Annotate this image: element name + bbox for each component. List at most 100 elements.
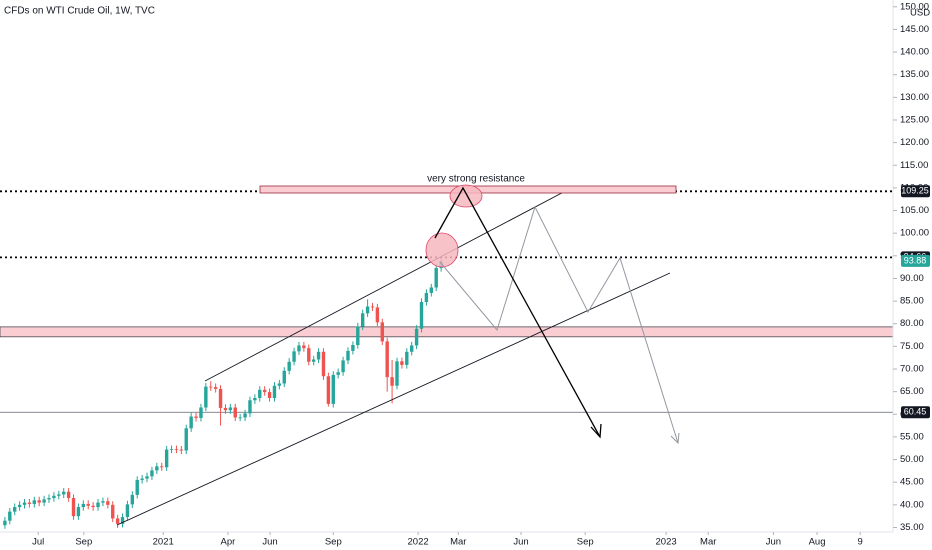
annotation: very strong resistance <box>427 174 525 185</box>
price-label-bg <box>901 185 930 198</box>
price-zone <box>0 326 894 338</box>
candle-body <box>135 479 139 495</box>
candle-body <box>228 407 233 411</box>
candle-body <box>86 503 90 506</box>
chart-title: CFDs on WTI Crude Oil, 1W, TVC <box>4 6 155 17</box>
candle-body <box>62 491 66 495</box>
candle-body <box>179 449 184 451</box>
price-label-bg <box>901 406 930 419</box>
candle-body <box>262 389 267 393</box>
candle-body <box>115 518 120 524</box>
candle-body <box>57 494 61 496</box>
y-tick-label: 105.00 <box>900 205 929 216</box>
y-tick-label: 50.00 <box>900 454 924 465</box>
y-tick-label: 135.00 <box>900 69 929 80</box>
candle-body <box>419 301 424 329</box>
candle-body <box>42 499 46 503</box>
candle-body <box>32 500 37 504</box>
y-tick-label: 65.00 <box>900 386 924 397</box>
y-tick-label: 70.00 <box>900 364 924 375</box>
candle-body <box>424 292 429 302</box>
x-tick-label: 2023 <box>656 537 677 548</box>
candle-body <box>282 370 286 384</box>
candle-body <box>101 501 105 503</box>
candle-body <box>22 502 27 505</box>
x-tick-label: 2022 <box>408 537 429 548</box>
candle-body <box>66 491 71 499</box>
candle-body <box>184 428 188 451</box>
y-tick-label: 45.00 <box>900 477 924 488</box>
candle-body <box>218 388 223 408</box>
x-tick-label: Jun <box>262 537 277 548</box>
last-price-label: 93.88 <box>904 255 927 265</box>
x-tick-label: 9 <box>858 537 863 548</box>
candle-body <box>326 376 331 404</box>
x-tick-label: 2021 <box>153 537 174 548</box>
y-tick-label: 125.00 <box>900 114 929 125</box>
candle-body <box>272 385 277 398</box>
x-tick-label: Jun <box>766 537 781 548</box>
drawings <box>116 184 680 526</box>
candle-body <box>346 350 350 361</box>
arrow-path <box>434 186 601 438</box>
candle-body <box>429 287 434 293</box>
candle-body <box>434 268 438 288</box>
candle-body <box>96 502 100 508</box>
arrow-head <box>670 432 680 445</box>
y-tick-label: 90.00 <box>900 273 924 284</box>
candle-body <box>233 407 237 418</box>
candle-body <box>91 505 95 508</box>
x-tick-label: Aug <box>809 537 826 548</box>
x-tick-label: Sep <box>577 537 594 548</box>
candle-body <box>356 326 360 346</box>
candle-body <box>160 466 164 468</box>
candle-body <box>125 504 130 518</box>
y-tick-label: 130.00 <box>900 92 929 103</box>
x-tick-label: Mar <box>700 537 716 548</box>
candle-body <box>189 416 193 429</box>
candle-body <box>174 449 179 450</box>
y-tick-label: 55.00 <box>900 431 924 442</box>
candle-body <box>204 386 208 408</box>
candle-body <box>405 351 409 365</box>
candle-body <box>375 307 380 323</box>
candle-body <box>106 501 110 505</box>
candle-body <box>223 407 228 411</box>
x-tick-label: Sep <box>325 537 342 548</box>
channel-lower <box>116 272 671 526</box>
candle-body <box>130 494 135 505</box>
candle-body <box>194 416 198 418</box>
candle-body <box>169 449 174 450</box>
candle-body <box>81 503 86 508</box>
y-tick-label: 115.00 <box>900 160 928 171</box>
price-label: 109.25 <box>901 186 929 196</box>
candle-body <box>400 361 404 365</box>
candle-body <box>76 507 81 517</box>
candle-body <box>385 341 389 378</box>
candle-body <box>370 306 375 308</box>
channel-upper <box>204 185 576 382</box>
candle-body <box>47 498 51 500</box>
candle-body <box>311 359 316 362</box>
candle-body <box>164 449 169 468</box>
candle-body <box>321 351 326 377</box>
y-tick-label: 85.00 <box>900 296 924 307</box>
x-tick-label: Mar <box>450 537 466 548</box>
candle-body <box>209 386 213 388</box>
candle-body <box>336 372 340 375</box>
candle-body <box>199 407 203 418</box>
candle-body <box>297 345 301 352</box>
y-tick-label: 80.00 <box>900 318 924 329</box>
candle-body <box>258 389 262 398</box>
candle-body <box>253 397 257 401</box>
candle-body <box>13 507 17 512</box>
candle-body <box>17 504 22 508</box>
candle-body <box>150 470 154 477</box>
candle-body <box>71 498 76 517</box>
x-tick-label: Jun <box>513 537 528 548</box>
candle-body <box>287 361 291 371</box>
candle-body <box>248 400 252 414</box>
candle-body <box>292 351 296 362</box>
x-tick-label: Jul <box>32 537 44 548</box>
